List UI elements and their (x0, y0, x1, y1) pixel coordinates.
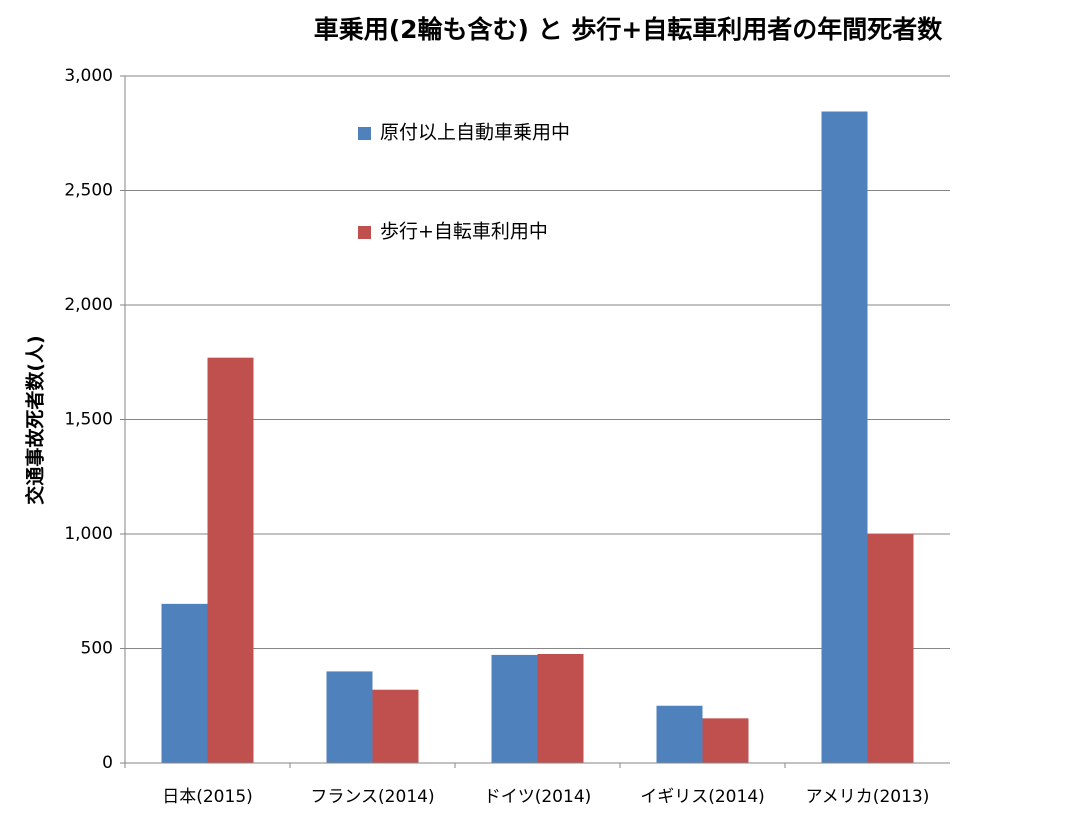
bar (821, 111, 868, 764)
y-tick-label: 0 (102, 753, 113, 773)
bar (161, 603, 208, 763)
y-tick-label: 1,500 (64, 410, 113, 430)
y-tick-label: 3,000 (64, 66, 113, 86)
x-tick-label: イギリス(2014) (640, 787, 765, 807)
bar (537, 653, 584, 763)
bar (207, 357, 254, 763)
bar (326, 671, 373, 763)
y-tick-label: 2,000 (64, 295, 113, 315)
legend-swatch (358, 127, 371, 140)
bar (372, 689, 419, 763)
legend-text: 原付以上自動車乗用中 (380, 122, 570, 144)
bar (656, 705, 703, 763)
y-tick-label: 2,500 (64, 181, 113, 201)
x-tick-label: フランス(2014) (310, 787, 434, 807)
y-tick-label: 500 (81, 639, 113, 659)
bar (702, 718, 749, 763)
x-tick-label: 日本(2015) (162, 787, 253, 807)
bar (867, 534, 914, 763)
x-tick-label: ドイツ(2014) (484, 787, 592, 807)
y-axis-title: 交通事故死者数(人) (24, 335, 47, 504)
legend-swatch (358, 226, 371, 239)
bar (491, 654, 538, 763)
x-tick-label: アメリカ(2013) (806, 787, 930, 807)
chart-title: 車乗用(2輪も含む) と 歩行+自転車利用者の年間死者数 (314, 15, 944, 44)
legend-text: 歩行+自転車利用中 (380, 221, 548, 243)
y-tick-label: 1,000 (64, 524, 113, 544)
